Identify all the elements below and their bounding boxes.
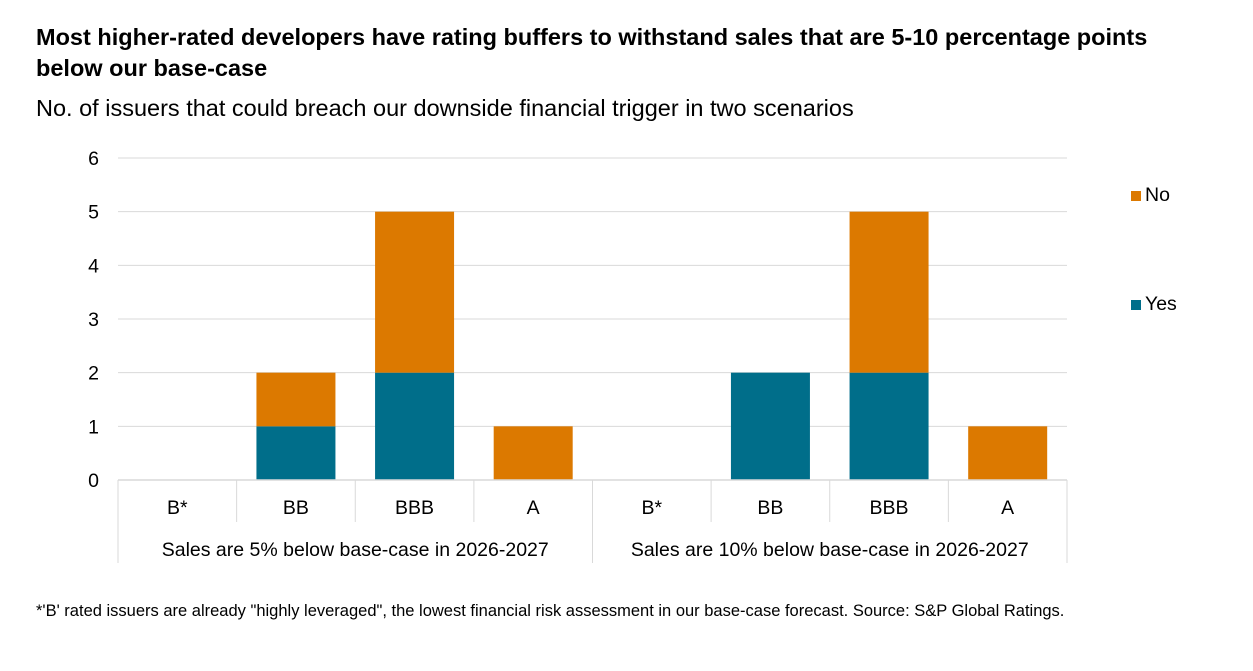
bar-yes-bbb [375, 372, 455, 480]
bar-no-bbb [849, 211, 929, 373]
y-tick-label: 0 [88, 470, 99, 492]
y-axis-ticks: 0 1 2 3 4 5 6 [88, 148, 99, 492]
y-tick-label: 6 [88, 148, 99, 170]
y-tick-label: 4 [88, 255, 99, 277]
chart-title: Most higher-rated developers have rating… [36, 24, 1148, 81]
x-category-label: BB [283, 497, 309, 519]
bar-yes-bb [256, 426, 336, 480]
bar-no-bbb [375, 211, 455, 373]
y-tick-label: 1 [88, 416, 99, 438]
bar-no-a [968, 426, 1048, 480]
y-tick-label: 5 [88, 202, 99, 224]
legend-item-no: No [1131, 184, 1170, 207]
x-category-label: B* [642, 497, 663, 519]
x-category-label: B* [167, 497, 188, 519]
x-category-label: BBB [870, 497, 909, 519]
x-group-label: Sales are 10% below base-case in 2026-20… [631, 539, 1029, 561]
chart-subtitle: No. of issuers that could breach our dow… [36, 95, 854, 121]
y-tick-label: 2 [88, 363, 99, 385]
legend-label-yes: Yes [1145, 293, 1177, 315]
legend-swatch-no [1131, 190, 1141, 201]
bar-no-bb [256, 372, 336, 427]
bar-yes-bbb [849, 372, 929, 480]
x-group-label: Sales are 5% below base-case in 2026-202… [162, 539, 549, 561]
bars [256, 211, 1048, 480]
x-category-label: BBB [395, 497, 434, 519]
x-category-label: A [527, 497, 540, 519]
legend-item-yes: Yes [1131, 293, 1177, 316]
legend-swatch-yes [1131, 299, 1141, 310]
footnote: *'B' rated issuers are already "highly l… [36, 602, 1065, 620]
legend-label-no: No [1145, 184, 1170, 206]
x-category-label: BB [757, 497, 783, 519]
x-category-label: A [1001, 497, 1014, 519]
y-tick-label: 3 [88, 309, 99, 331]
bar-no-a [493, 426, 573, 480]
bar-yes-bb [730, 372, 810, 480]
